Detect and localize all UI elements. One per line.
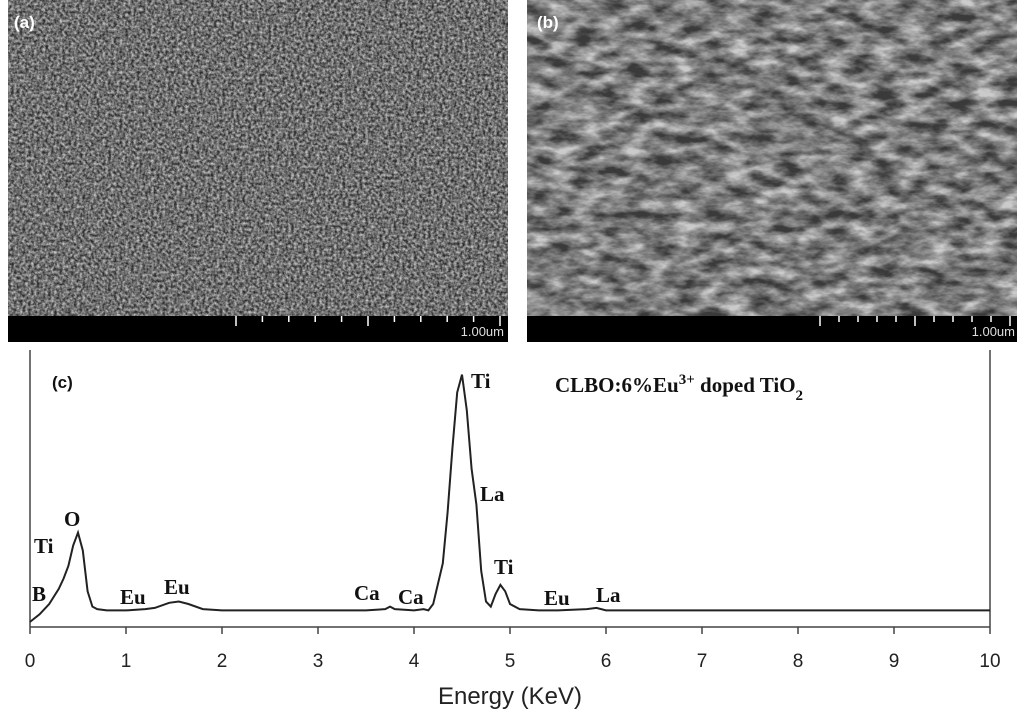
peak-label: Eu <box>544 586 570 610</box>
title-part: CLBO:6%Eu <box>555 373 679 397</box>
peak-label: Ca <box>398 585 424 609</box>
title-part: 2 <box>796 388 804 404</box>
peak-label: La <box>596 583 621 607</box>
peak-label: O <box>64 507 80 531</box>
scale-ticks <box>235 316 1011 326</box>
title-part: doped TiO <box>695 373 796 397</box>
x-axis-label: Energy (KeV) <box>438 683 582 710</box>
x-tick-label: 9 <box>889 651 900 672</box>
title-part: 3+ <box>679 372 695 388</box>
peak-label: La <box>480 482 505 506</box>
peak-label: Ti <box>471 369 491 393</box>
scale-bar-label: 1.00um <box>972 324 1015 339</box>
sem-image-a: (a) 1.00um <box>8 0 508 342</box>
x-tick-label: 7 <box>697 651 708 672</box>
panel-label: (a) <box>14 13 35 32</box>
x-tick-label: 0 <box>25 651 36 672</box>
x-tick-label: 4 <box>409 651 420 672</box>
peak-label: Ti <box>494 555 514 579</box>
peak-label: B <box>32 582 46 606</box>
scale-bar-label: 1.00um <box>461 324 504 339</box>
x-tick-label: 10 <box>979 651 1000 672</box>
x-tick-label: 6 <box>601 651 612 672</box>
x-tick-label: 1 <box>121 651 132 672</box>
peak-label: Eu <box>120 585 146 609</box>
x-tick-label: 2 <box>217 651 228 672</box>
peak-label: Ca <box>354 581 380 605</box>
panel-label: (b) <box>537 13 559 32</box>
chart-title: CLBO:6%Eu3+ doped TiO2 <box>555 372 803 404</box>
peak-label: Ti <box>34 534 54 558</box>
x-tick-label: 3 <box>313 651 324 672</box>
peak-label: Eu <box>164 575 190 599</box>
x-tick-label: 8 <box>793 651 804 672</box>
sem-image-b: (b) 1.00um <box>527 0 1017 342</box>
x-tick-label: 5 <box>505 651 516 672</box>
panel-label: (c) <box>52 373 73 392</box>
spectrum-line <box>29 374 990 623</box>
